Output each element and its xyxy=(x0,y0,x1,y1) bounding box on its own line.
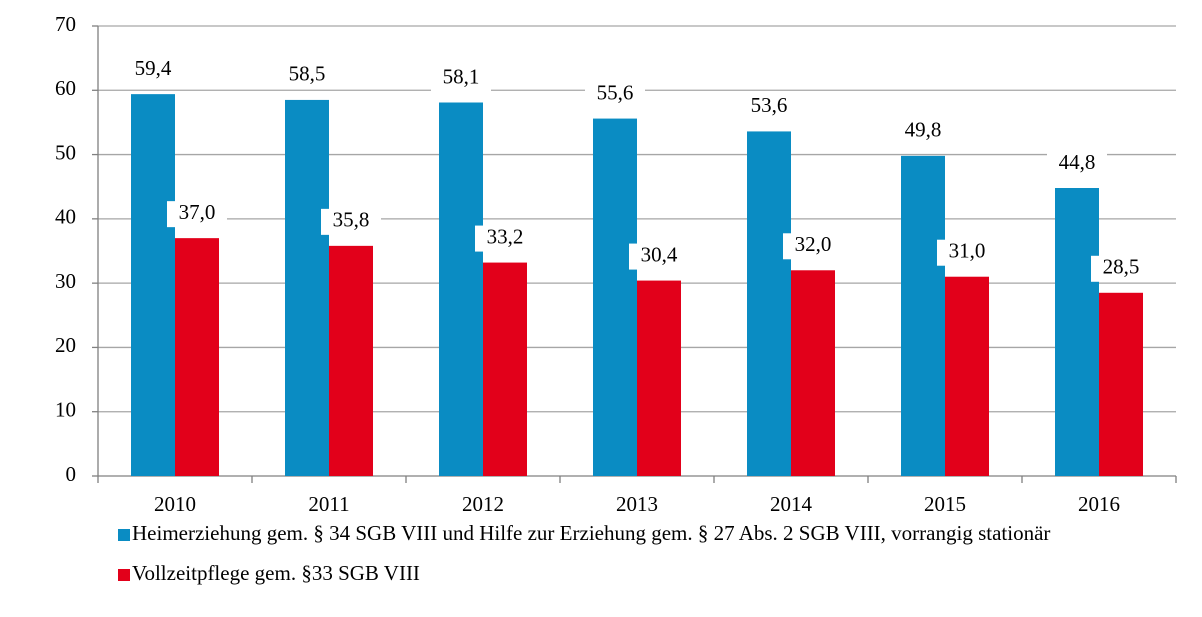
bar xyxy=(1099,292,1143,476)
label-background xyxy=(739,94,799,121)
y-tick-label: 50 xyxy=(55,140,76,164)
bar xyxy=(483,262,527,476)
label-background xyxy=(937,239,997,266)
label-background xyxy=(1047,151,1107,177)
x-tick-label: 2011 xyxy=(308,492,349,516)
data-label: 30,4 xyxy=(641,242,678,266)
y-tick-label: 70 xyxy=(55,12,76,36)
bar xyxy=(637,280,681,476)
label-background xyxy=(893,118,953,145)
y-tick-label: 20 xyxy=(55,333,76,357)
data-label: 33,2 xyxy=(487,224,524,248)
data-label: 31,0 xyxy=(949,239,986,263)
label-background xyxy=(321,208,381,235)
y-tick-label: 30 xyxy=(55,269,76,293)
data-label: 55,6 xyxy=(597,80,634,104)
label-background xyxy=(629,243,689,270)
bar xyxy=(439,102,483,476)
x-tick-label: 2016 xyxy=(1078,492,1120,516)
data-label: 49,8 xyxy=(905,118,942,142)
label-background xyxy=(585,81,645,108)
label-background xyxy=(123,57,183,84)
label-background xyxy=(431,65,491,92)
y-tick-label: 0 xyxy=(66,462,77,486)
data-label: 58,1 xyxy=(443,64,480,88)
bar xyxy=(945,276,989,476)
y-tick-label: 60 xyxy=(55,76,76,100)
data-label: 37,0 xyxy=(179,200,216,224)
y-tick-label: 10 xyxy=(55,398,76,422)
data-label: 44,8 xyxy=(1059,150,1096,174)
data-label: 58,5 xyxy=(289,62,326,86)
legend-swatch xyxy=(118,569,130,581)
data-label: 53,6 xyxy=(751,93,788,117)
legend-label: Heimerziehung gem. § 34 SGB VIII und Hil… xyxy=(132,521,1050,545)
label-background xyxy=(1091,255,1151,282)
bar xyxy=(1055,188,1099,476)
x-tick-label: 2012 xyxy=(462,492,504,516)
data-label: 28,5 xyxy=(1103,255,1140,279)
data-label: 32,0 xyxy=(795,232,832,256)
y-tick-label: 40 xyxy=(55,205,76,229)
legend-swatch xyxy=(118,529,130,541)
label-background xyxy=(167,201,227,228)
label-background xyxy=(475,225,535,252)
legend-label: Vollzeitpflege gem. §33 SGB VIII xyxy=(132,561,420,585)
data-label: 35,8 xyxy=(333,208,370,232)
label-background xyxy=(277,62,337,89)
x-tick-label: 2013 xyxy=(616,492,658,516)
bar xyxy=(747,131,791,476)
x-tick-label: 2014 xyxy=(770,492,813,516)
label-background xyxy=(783,233,843,260)
bar xyxy=(285,99,329,476)
bar xyxy=(593,118,637,477)
x-tick-label: 2010 xyxy=(154,492,196,516)
bar xyxy=(131,94,175,477)
data-label: 59,4 xyxy=(135,56,172,80)
bar xyxy=(329,245,373,476)
x-tick-label: 2015 xyxy=(924,492,966,516)
bar xyxy=(901,155,945,476)
bar xyxy=(791,270,835,476)
bar xyxy=(175,238,219,476)
